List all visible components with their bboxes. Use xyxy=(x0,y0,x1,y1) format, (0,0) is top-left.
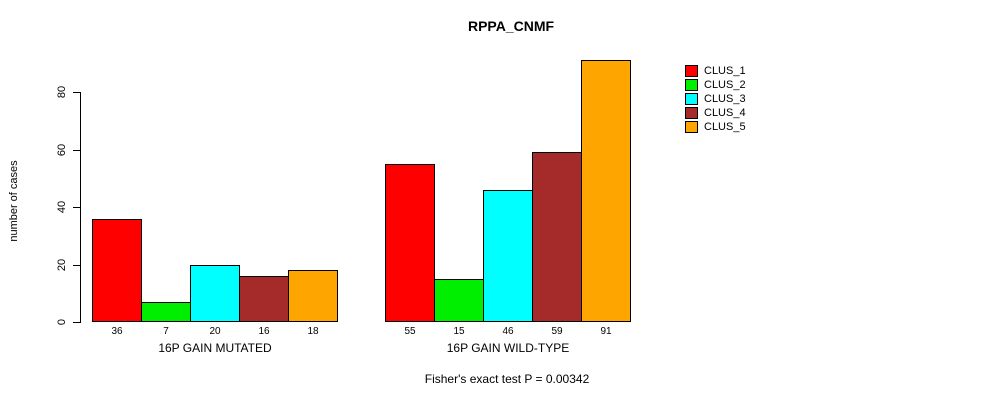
legend-label: CLUS_2 xyxy=(704,78,746,91)
y-axis-tick xyxy=(73,149,80,151)
bar-clus_2-group1 xyxy=(141,301,191,322)
bar-clus_1-group1 xyxy=(92,218,142,322)
bar-value-label: 46 xyxy=(502,326,514,337)
bar-clus_5-group2 xyxy=(581,60,631,322)
fisher-test-annotation: Fisher's exact test P = 0.00342 xyxy=(424,372,590,386)
bar-value-label: 36 xyxy=(111,326,123,337)
y-axis-tick xyxy=(73,264,80,266)
bar-clus_5-group1 xyxy=(288,270,338,322)
legend-label: CLUS_4 xyxy=(704,106,746,119)
legend-swatch-clus_4 xyxy=(685,106,698,119)
y-tick-label: 20 xyxy=(56,258,68,271)
legend-item: CLUS_1 xyxy=(685,64,746,77)
y-axis-tick xyxy=(73,322,80,323)
bar-value-label: 59 xyxy=(551,326,563,337)
y-tick-label: 0 xyxy=(56,318,68,326)
y-tick-label: 40 xyxy=(56,200,68,214)
legend-swatch-clus_1 xyxy=(685,64,698,77)
bar-clus_4-group2 xyxy=(532,152,582,322)
legend-label: CLUS_1 xyxy=(704,64,746,77)
bar-value-label: 20 xyxy=(209,326,221,337)
bar-clus_3-group2 xyxy=(483,189,533,322)
bar-clus_4-group1 xyxy=(239,276,289,322)
x-axis-group-label: 16P GAIN MUTATED xyxy=(158,341,272,355)
y-axis-line xyxy=(80,92,81,323)
y-axis-tick xyxy=(73,207,80,208)
legend: CLUS_1 CLUS_2 CLUS_3 CLUS_4 CLUS_5 xyxy=(685,64,746,134)
legend-swatch-clus_2 xyxy=(685,78,698,91)
bar-value-label: 18 xyxy=(307,326,319,337)
legend-label: CLUS_3 xyxy=(704,92,746,105)
bar-value-label: 16 xyxy=(258,326,270,337)
bar-value-label: 55 xyxy=(404,326,416,337)
legend-item: CLUS_4 xyxy=(685,106,746,119)
legend-swatch-clus_3 xyxy=(685,92,698,105)
y-axis-tick xyxy=(73,92,80,93)
legend-label: CLUS_5 xyxy=(704,120,746,133)
legend-item: CLUS_2 xyxy=(685,78,746,91)
y-tick-label: 80 xyxy=(56,85,68,99)
bar-value-label: 7 xyxy=(163,326,169,337)
x-axis-group-label: 16P GAIN WILD-TYPE xyxy=(446,341,570,355)
y-axis-label: number of cases xyxy=(8,160,20,242)
bar-value-label: 15 xyxy=(453,326,465,337)
legend-swatch-clus_5 xyxy=(685,120,698,133)
bar-clus_1-group2 xyxy=(385,163,435,322)
bar-value-label: 91 xyxy=(600,326,612,337)
chart-title: RPPA_CNMF xyxy=(467,18,555,34)
legend-item: CLUS_3 xyxy=(685,92,746,105)
y-tick-label: 60 xyxy=(56,143,68,156)
legend-item: CLUS_5 xyxy=(685,120,746,133)
bar-clus_2-group2 xyxy=(434,278,484,322)
bar-clus_3-group1 xyxy=(190,264,240,322)
